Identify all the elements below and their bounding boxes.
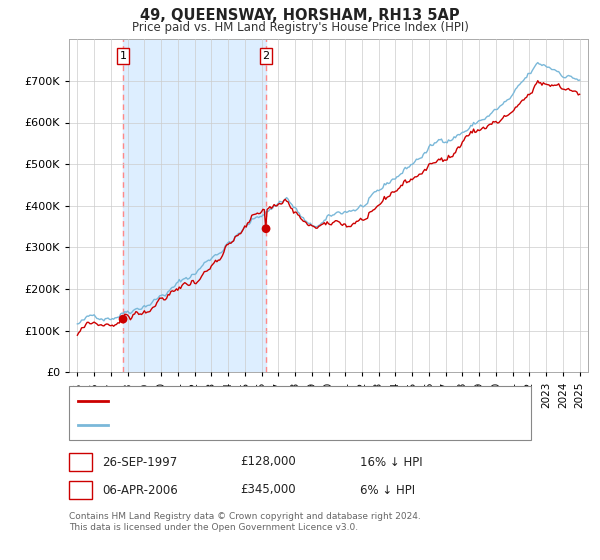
Text: 1: 1 [77, 455, 84, 469]
Text: 16% ↓ HPI: 16% ↓ HPI [360, 455, 422, 469]
Point [118, 315, 128, 324]
Text: HPI: Average price, detached house, Horsham: HPI: Average price, detached house, Hors… [114, 420, 366, 430]
Text: Price paid vs. HM Land Registry's House Price Index (HPI): Price paid vs. HM Land Registry's House … [131, 21, 469, 34]
Bar [123, 39, 266, 372]
Text: 6% ↓ HPI: 6% ↓ HPI [360, 483, 415, 497]
Text: 2: 2 [77, 483, 84, 497]
Text: 49, QUEENSWAY, HORSHAM, RH13 5AP: 49, QUEENSWAY, HORSHAM, RH13 5AP [140, 8, 460, 24]
Text: 06-APR-2006: 06-APR-2006 [102, 483, 178, 497]
Text: 1: 1 [119, 51, 127, 61]
Text: 26-SEP-1997: 26-SEP-1997 [102, 455, 177, 469]
Text: Contains HM Land Registry data © Crown copyright and database right 2024.
This d: Contains HM Land Registry data © Crown c… [69, 512, 421, 532]
Text: 49, QUEENSWAY, HORSHAM, RH13 5AP (detached house): 49, QUEENSWAY, HORSHAM, RH13 5AP (detach… [114, 396, 428, 406]
Point [261, 224, 271, 233]
Text: 2: 2 [262, 51, 269, 61]
Text: £345,000: £345,000 [240, 483, 296, 497]
Text: £128,000: £128,000 [240, 455, 296, 469]
